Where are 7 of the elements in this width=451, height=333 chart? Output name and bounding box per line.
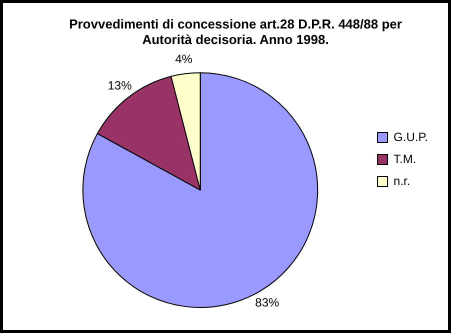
legend-label: G.U.P. [394,130,428,144]
chart-title: Provvedimenti di concessione art.28 D.P.R. 448/88 per Autorità decisoria. Anno 1998. [69,16,402,47]
data-label: 4% [175,52,193,66]
data-label: 13% [108,78,132,93]
legend-label: n.r. [394,174,410,188]
data-label: 83% [255,296,280,310]
legend-label: T.M. [394,152,416,166]
